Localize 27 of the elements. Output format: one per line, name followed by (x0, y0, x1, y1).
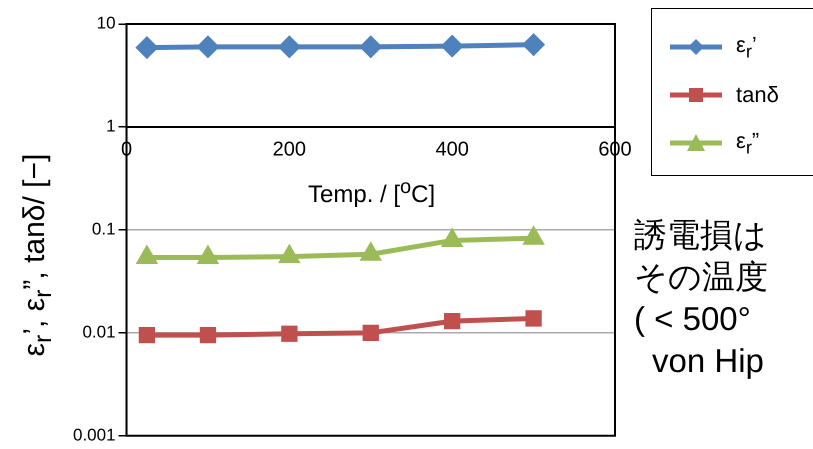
y-tick-label: 0.1 (92, 220, 116, 239)
point (278, 36, 300, 58)
y-tick-label: 0.001 (72, 425, 116, 444)
text: ( < 500° (634, 299, 752, 339)
y-tick-label: 0.01 (82, 322, 116, 342)
y-tick-label: 10 (96, 14, 116, 33)
x-axis-title: Temp. / [$^{o}$C] (308, 176, 436, 209)
text: その温度 (634, 257, 768, 297)
legend-label: ε$_{r}$” (736, 128, 760, 158)
y-tick-label: 1 (106, 116, 116, 136)
text: von Hip (651, 341, 765, 381)
point (442, 36, 463, 57)
x-tick-label: 400 (435, 138, 469, 160)
legend-label: ε$_{r}$’ (736, 32, 757, 62)
point (362, 324, 379, 342)
point (197, 36, 218, 58)
point (525, 310, 542, 327)
point (138, 326, 156, 344)
point (281, 326, 298, 342)
x-tick-label: 200 (272, 138, 306, 160)
legend-label: tanδ (736, 82, 779, 108)
text: 誘電損は (634, 215, 768, 255)
point (444, 312, 460, 330)
point (523, 34, 544, 56)
point (136, 37, 158, 58)
point (200, 326, 216, 344)
point (360, 36, 382, 58)
